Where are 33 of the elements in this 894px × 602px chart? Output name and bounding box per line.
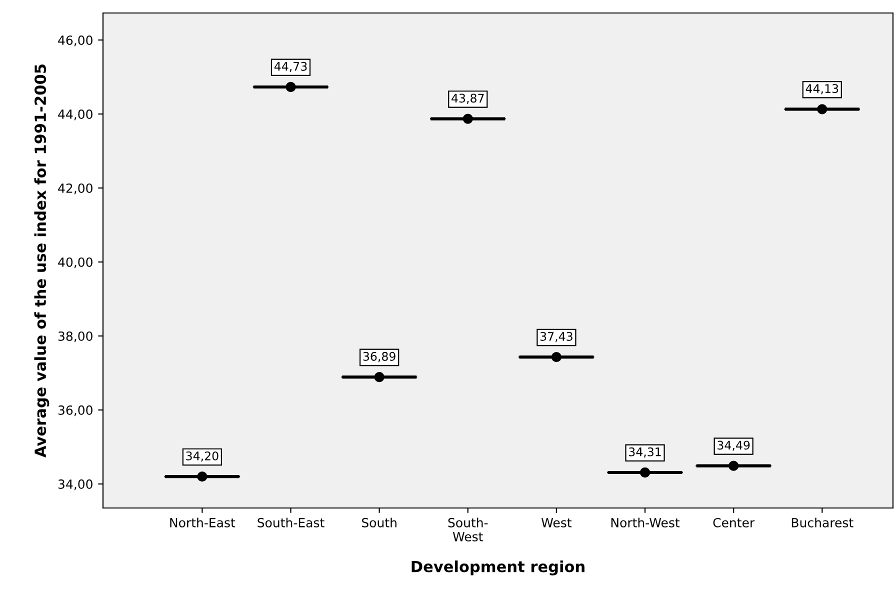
point (462, 114, 473, 124)
x-tick-label: South (362, 518, 396, 528)
x-tick-label: Center (713, 518, 755, 528)
x-tick-label: West (542, 518, 572, 528)
data-label: 43,87 (452, 94, 484, 104)
y-axis-title: Average value of the use index for 1991-2005 (34, 64, 50, 458)
x-tick-label: South- West (448, 518, 488, 542)
y-tick-label: 36,00 (58, 405, 92, 416)
y-tick-label: 42,00 (58, 183, 92, 194)
y-tick-label: 38,00 (58, 331, 92, 342)
x-axis-title: Development region (412, 560, 584, 576)
data-label: 44,13 (806, 84, 838, 94)
data-label: 36,89 (363, 352, 396, 362)
x-tick-label: North-West (611, 518, 680, 528)
y-tick-label: 34,00 (58, 479, 92, 490)
point (551, 352, 562, 362)
x-tick-label: North-East (170, 518, 236, 528)
y-tick-label: 40,00 (58, 257, 92, 268)
y-tick-label: 44,00 (58, 109, 92, 120)
point (286, 82, 296, 92)
data-label: 34,20 (186, 451, 218, 462)
point (197, 471, 208, 482)
x-tick-label: Bucharest (792, 518, 854, 528)
y-tick-label: 46,00 (58, 35, 92, 46)
data-label: 37,43 (540, 332, 572, 342)
point (817, 104, 828, 114)
point (728, 460, 739, 471)
data-label: 34,49 (718, 440, 750, 451)
data-label: 44,73 (274, 62, 307, 72)
point (374, 372, 384, 382)
data-label: 34,31 (629, 447, 661, 458)
point (640, 467, 650, 478)
x-tick-label: South-East (258, 518, 324, 528)
